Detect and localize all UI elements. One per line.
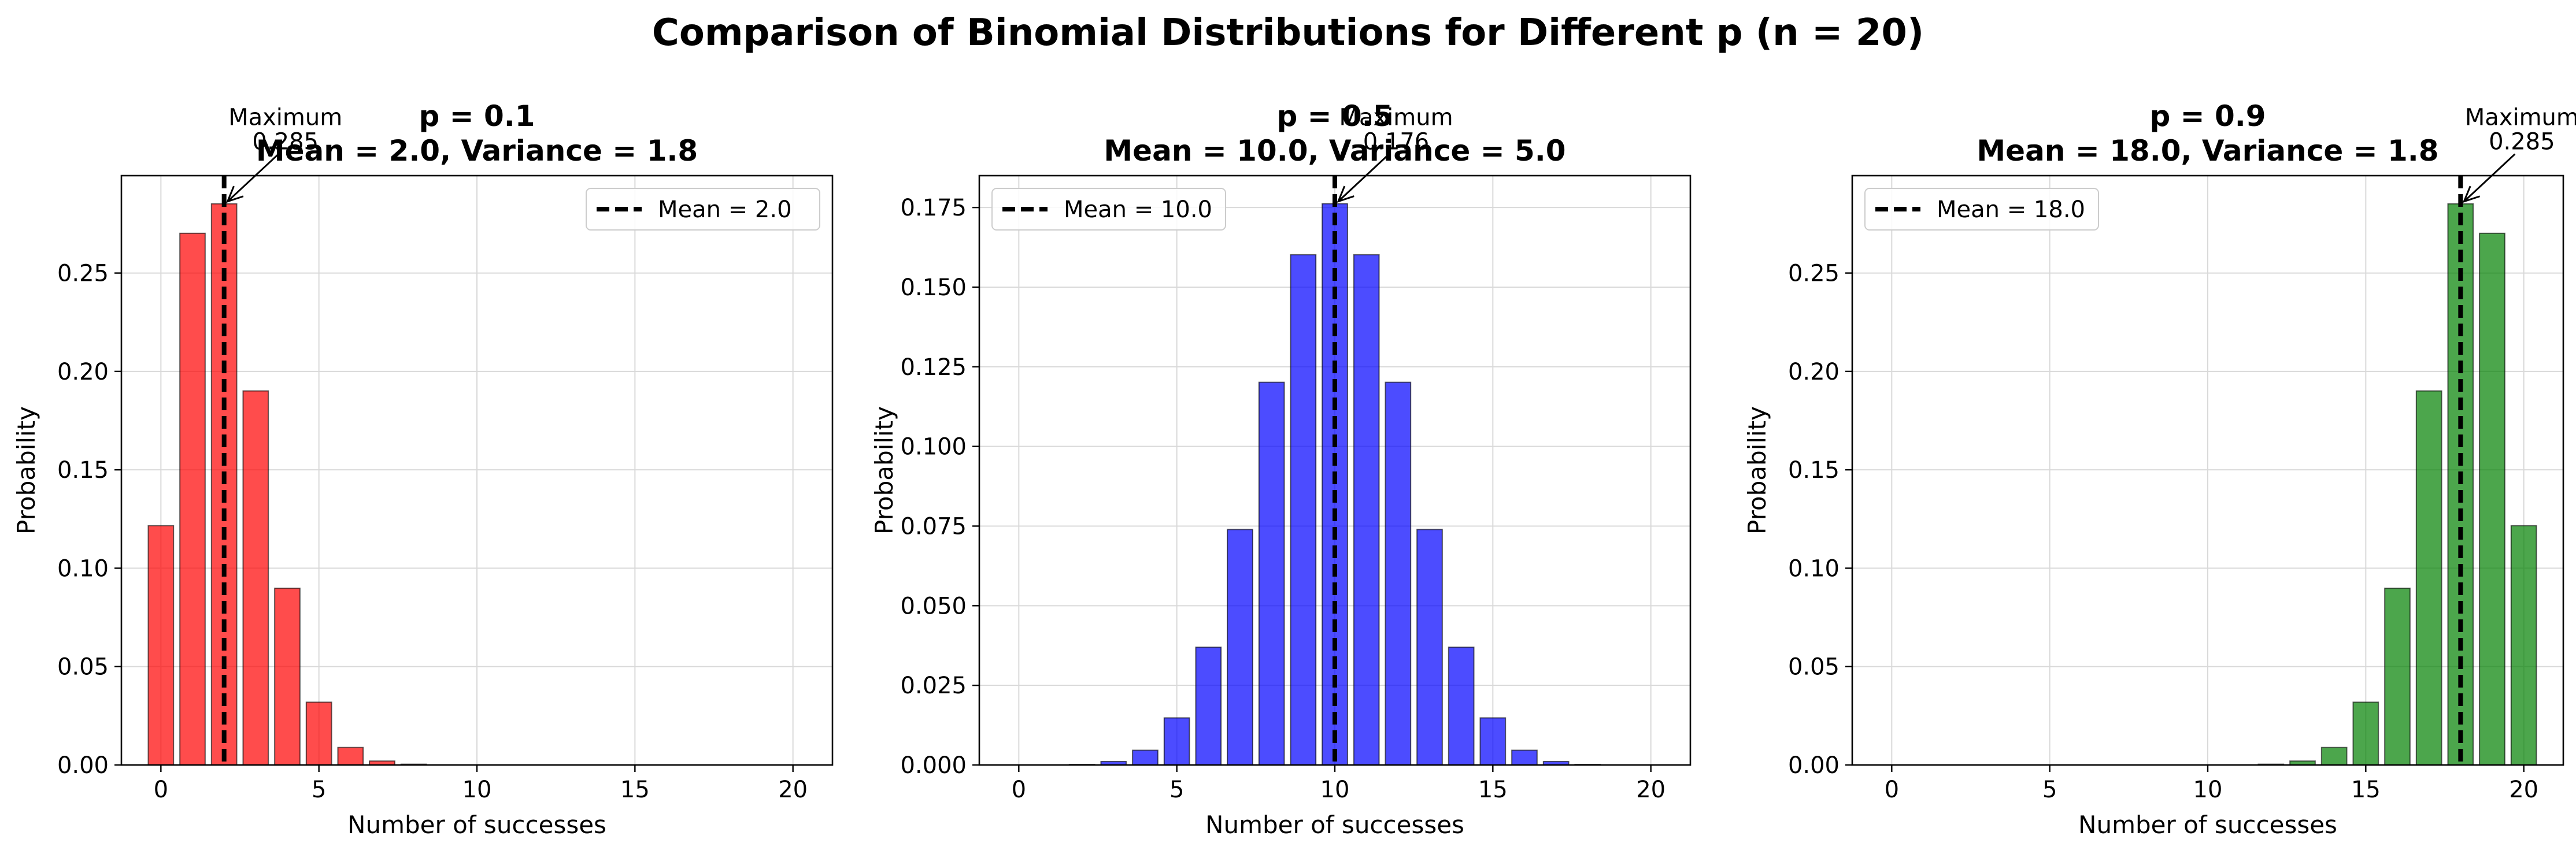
legend-label: Mean = 18.0: [1937, 196, 2085, 223]
y-tick-label: 0.25: [57, 261, 109, 287]
annotation-arrow: [227, 153, 279, 202]
bar: [1132, 749, 1159, 766]
bar: [179, 232, 206, 766]
x-axis-label: Number of successes: [2078, 811, 2337, 839]
panel-title-line2: Mean = 18.0, Variance = 1.8: [1977, 134, 2438, 168]
y-tick-label: 0.025: [900, 673, 967, 699]
y-tick-label: 0.20: [57, 359, 109, 385]
bar: [2415, 390, 2442, 766]
bar: [1163, 717, 1190, 766]
x-axis-label: Number of successes: [347, 811, 606, 839]
y-tick-label: 0.15: [1788, 457, 1840, 484]
legend-box: [1864, 188, 2099, 231]
annotation-label: Maximum: [228, 105, 342, 131]
annotation-label: Maximum: [1339, 105, 1453, 131]
bar: [147, 525, 175, 766]
figure-title: Comparison of Binomial Distributions for…: [652, 12, 1924, 54]
x-tick-label: 20: [778, 777, 808, 803]
bar: [305, 701, 332, 766]
bar: [1258, 381, 1285, 766]
y-tick-label: 0.15: [57, 457, 109, 484]
y-tick-label: 0.00: [1788, 752, 1840, 779]
x-tick-label: 10: [2193, 777, 2223, 803]
annotation-arrow: [1337, 153, 1390, 202]
bar: [1195, 647, 1222, 766]
bar: [274, 588, 301, 766]
bar: [2510, 525, 2537, 766]
y-tick-label: 0.175: [900, 195, 967, 221]
x-tick-label: 0: [1012, 777, 1026, 803]
y-tick-label: 0.100: [900, 434, 967, 460]
x-axis-label: Number of successes: [1205, 811, 1464, 839]
y-axis-label: Probability: [1743, 406, 1771, 534]
y-tick-label: 0.050: [900, 593, 967, 619]
y-tick-label: 0.00: [57, 752, 109, 779]
bar: [1479, 717, 1507, 766]
annotation-value: 0.285: [252, 129, 319, 155]
bar: [1448, 647, 1475, 766]
bar: [1353, 254, 1380, 766]
bar: [1416, 529, 1443, 766]
bar: [2479, 232, 2505, 766]
chart-panels: 0 5 10 15 20 0.00 0.05 0.10 0.15 0.20 0.25 Number o…: [12, 99, 2576, 839]
legend-label: Mean = 2.0: [658, 196, 792, 223]
y-tick-label: 0.05: [1788, 654, 1840, 681]
panel-title-line1: p = 0.9: [2149, 99, 2266, 133]
annotation-arrowhead: [226, 185, 244, 203]
x-tick-label: 10: [462, 777, 492, 803]
y-axis-label: Probability: [870, 406, 898, 534]
bar: [1227, 529, 1253, 766]
bar: [2384, 588, 2411, 766]
x-tick-label: 15: [2351, 777, 2381, 803]
legend-box: [991, 188, 1226, 231]
y-axis-label: Probability: [12, 406, 40, 534]
x-tick-label: 20: [1636, 777, 1665, 803]
annotation-arrow: [2463, 153, 2516, 202]
y-tick-label: 0.10: [57, 555, 109, 582]
chart-panel-1: 0 5 10 15 20 0.00 0.05 0.10 0.15 0.20 0.25 Number o…: [12, 99, 834, 839]
y-tick-label: 0.075: [900, 513, 967, 540]
panel-title-line1: p = 0.5: [1276, 99, 1393, 133]
y-tick-label: 0.000: [900, 752, 967, 779]
y-tick-label: 0.10: [1788, 555, 1840, 582]
panel-title-line1: p = 0.1: [419, 99, 535, 133]
annotation-label: Maximum: [2465, 105, 2576, 131]
y-tick-label: 0.150: [900, 274, 967, 301]
y-tick-label: 0.05: [57, 654, 109, 681]
annotation-arrowhead: [2462, 185, 2481, 203]
chart-panel-3: 0 5 10 15 20 0.00 0.05 0.10 0.15 0.20 0.25 Number o…: [1743, 99, 2576, 839]
x-tick-label: 5: [1169, 777, 1184, 803]
annotation-value: 0.285: [2489, 129, 2555, 155]
x-tick-label: 0: [154, 777, 168, 803]
y-tick-label: 0.25: [1788, 261, 1840, 287]
bar: [337, 746, 364, 766]
bar: [2352, 701, 2379, 766]
y-tick-label: 0.125: [900, 354, 967, 381]
x-tick-label: 5: [312, 777, 326, 803]
bar: [1511, 749, 1538, 766]
y-tick-label: 0.20: [1788, 359, 1840, 385]
panel-title-line2: Mean = 2.0, Variance = 1.8: [256, 134, 698, 168]
annotation-value: 0.176: [1363, 129, 1430, 155]
panel-title-line2: Mean = 10.0, Variance = 5.0: [1104, 134, 1565, 168]
bar: [1385, 381, 1412, 766]
chart-panel-2: 0 5 10 15 20 0.000 0.025 0.050 0.075 0.100 0.125 0.…: [870, 99, 1692, 839]
x-tick-label: 5: [2042, 777, 2057, 803]
legend-box: [586, 188, 820, 231]
bar: [1290, 254, 1317, 766]
x-tick-label: 0: [1885, 777, 1899, 803]
x-tick-label: 10: [1320, 777, 1350, 803]
annotation-arrowhead: [1337, 185, 1354, 203]
x-tick-label: 20: [2509, 777, 2538, 803]
x-tick-label: 15: [1478, 777, 1508, 803]
x-tick-label: 15: [620, 777, 650, 803]
bar: [242, 390, 269, 766]
bar: [2320, 746, 2348, 766]
legend-label: Mean = 10.0: [1064, 196, 1212, 223]
